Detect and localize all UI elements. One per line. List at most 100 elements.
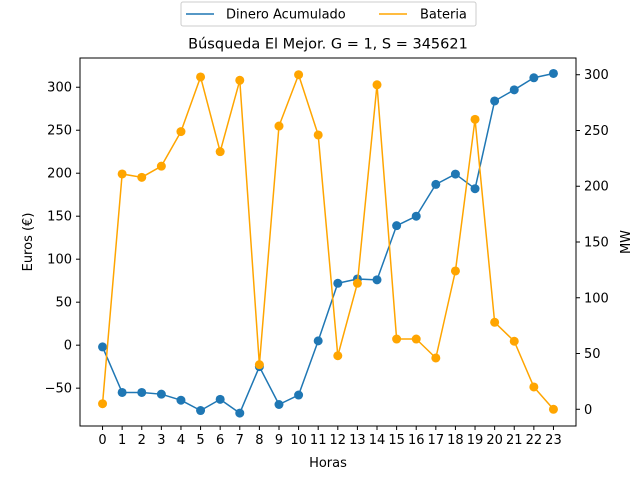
x-tick-label: 15 (388, 433, 405, 448)
data-point-bateria (450, 266, 460, 276)
data-point-dinero (333, 278, 343, 288)
data-point-dinero (215, 394, 225, 404)
x-tick-label: 0 (98, 433, 106, 448)
y-tick-label: 300 (47, 81, 72, 96)
data-point-dinero (176, 395, 186, 405)
data-point-bateria (490, 317, 500, 327)
data-point-dinero (490, 96, 500, 106)
data-point-bateria (117, 169, 127, 179)
series-bateria (98, 70, 558, 414)
x-tick-label: 3 (157, 433, 165, 448)
x-tick-label: 20 (486, 433, 503, 448)
y-tick-label: 250 (47, 124, 72, 139)
data-point-bateria (254, 360, 264, 370)
x-tick-label: 17 (428, 433, 445, 448)
x-tick-label: 1 (118, 433, 126, 448)
y2-tick-label: 250 (584, 124, 609, 139)
y-axis-left: −50 0 50 100 150 200 250 300 (45, 81, 80, 397)
data-point-bateria (470, 114, 480, 124)
x-tick-label: 8 (255, 433, 263, 448)
x-tick-label: 23 (545, 433, 562, 448)
data-point-dinero (470, 184, 480, 194)
data-point-bateria (509, 336, 519, 346)
y-tick-label: −50 (45, 382, 72, 397)
legend: Dinero Acumulado Bateria (180, 1, 477, 27)
data-point-bateria (196, 72, 206, 82)
x-tick-label: 22 (526, 433, 543, 448)
plot-area (98, 68, 558, 418)
x-tick-label: 18 (447, 433, 464, 448)
x-tick-label: 14 (369, 433, 386, 448)
data-point-dinero (431, 179, 441, 189)
data-point-bateria (274, 121, 284, 131)
y-tick-label: 200 (47, 167, 72, 182)
data-point-bateria (235, 75, 245, 85)
x-tick-label: 13 (349, 433, 366, 448)
y-tick-label: 100 (47, 253, 72, 268)
data-point-dinero (196, 406, 206, 416)
x-tick-label: 9 (275, 433, 283, 448)
data-point-dinero (548, 68, 558, 78)
x-tick-label: 21 (506, 433, 523, 448)
data-point-dinero (372, 275, 382, 285)
y-tick-label: 0 (64, 339, 72, 354)
y-axis-label: Euros (€) (21, 213, 36, 272)
data-point-bateria (294, 70, 304, 80)
y2-tick-label: 50 (584, 347, 601, 362)
data-point-bateria (215, 147, 225, 157)
data-point-dinero (313, 336, 323, 346)
data-point-dinero (235, 408, 245, 418)
data-point-bateria (392, 334, 402, 344)
series-line-bateria (101, 73, 555, 410)
data-point-bateria (372, 80, 382, 90)
x-tick-label: 10 (290, 433, 307, 448)
data-point-bateria (313, 130, 323, 140)
y-tick-label: 50 (55, 296, 72, 311)
y2-tick-label: 150 (584, 236, 609, 251)
data-point-dinero (411, 211, 421, 221)
data-point-bateria (352, 278, 362, 288)
y-tick-label: 150 (47, 210, 72, 225)
data-point-dinero (392, 221, 402, 231)
x-tick-label: 5 (196, 433, 204, 448)
x-tick-label: 16 (408, 433, 425, 448)
x-tick-label: 11 (310, 433, 327, 448)
x-tick-label: 6 (216, 433, 224, 448)
data-point-bateria (176, 127, 186, 137)
x-tick-label: 7 (236, 433, 244, 448)
legend-label-dinero: Dinero Acumulado (226, 8, 346, 23)
data-point-dinero (450, 169, 460, 179)
y2-tick-label: 0 (584, 403, 592, 418)
data-point-dinero (98, 342, 108, 352)
data-point-bateria (548, 404, 558, 414)
data-point-dinero (509, 85, 519, 95)
x-axis-label: Horas (309, 456, 347, 471)
data-point-dinero (529, 73, 539, 83)
data-point-bateria (411, 334, 421, 344)
y2-tick-label: 200 (584, 180, 609, 195)
x-tick-label: 4 (177, 433, 185, 448)
data-point-dinero (294, 390, 304, 400)
series-dinero (98, 68, 558, 418)
data-point-bateria (156, 161, 166, 171)
data-point-dinero (156, 389, 166, 399)
x-axis: 0 1 2 3 4 5 6 7 8 9 10 11 12 13 14 15 16 17 18 19 20 21 22 23 (98, 426, 562, 448)
data-point-dinero (274, 400, 284, 410)
y2-axis-label: MW (619, 230, 634, 254)
data-point-bateria (98, 399, 108, 409)
x-tick-label: 2 (138, 433, 146, 448)
y2-tick-label: 300 (584, 68, 609, 83)
y-axis-right: 0 50 100 150 200 250 300 (576, 68, 609, 418)
data-point-bateria (137, 172, 147, 182)
data-point-bateria (333, 351, 343, 361)
data-point-bateria (529, 382, 539, 392)
y2-tick-label: 100 (584, 291, 609, 306)
data-point-dinero (117, 387, 127, 397)
chart-title: Búsqueda El Mejor. G = 1, S = 345621 (188, 37, 468, 53)
data-point-bateria (431, 353, 441, 363)
legend-frame (180, 1, 477, 27)
x-tick-label: 19 (467, 433, 484, 448)
data-point-dinero (137, 387, 147, 397)
legend-label-bateria: Bateria (420, 8, 467, 23)
